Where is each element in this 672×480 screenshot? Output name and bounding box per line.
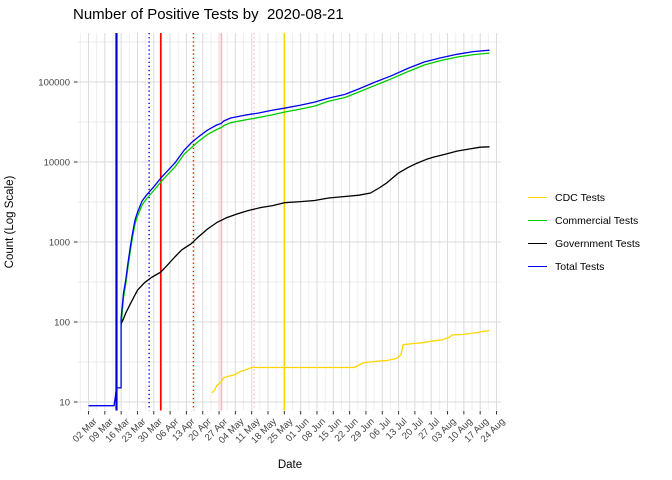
y-tick-label: 100000 <box>38 77 70 88</box>
y-tick-label: 100 <box>54 317 70 328</box>
chart-title: Number of Positive Tests by 2020-08-21 <box>73 6 344 23</box>
panel <box>78 33 501 411</box>
x-axis-title: Date <box>277 459 303 471</box>
series-line-total-tests <box>88 49 490 407</box>
legend-label: CDC Tests <box>555 191 605 204</box>
legend-label: Government Tests <box>555 237 641 250</box>
series-line-cdc-tests <box>211 329 490 394</box>
series-line-commercial-tests <box>120 52 490 326</box>
y-axis-title: Count (Log Scale) <box>4 175 16 269</box>
legend-line-swatch <box>528 197 547 198</box>
legend: CDC Tests Commercial Tests Government Test… <box>528 186 640 278</box>
y-tick-label: 1000 <box>49 237 70 248</box>
legend-line-swatch <box>528 266 547 267</box>
legend-item-cdc-tests: CDC Tests <box>528 186 640 209</box>
legend-item-government-tests: Government Tests <box>528 232 640 255</box>
legend-label: Commercial Tests <box>555 214 639 227</box>
legend-item-total-tests: Total Tests <box>528 255 640 278</box>
legend-label: Total Tests <box>555 260 605 273</box>
legend-item-commercial-tests: Commercial Tests <box>528 209 640 232</box>
series-line-government-tests <box>120 146 490 325</box>
legend-line-swatch <box>528 243 547 244</box>
legend-line-swatch <box>528 220 547 221</box>
y-tick-label: 10000 <box>44 157 70 168</box>
y-tick-label: 10 <box>59 397 70 408</box>
